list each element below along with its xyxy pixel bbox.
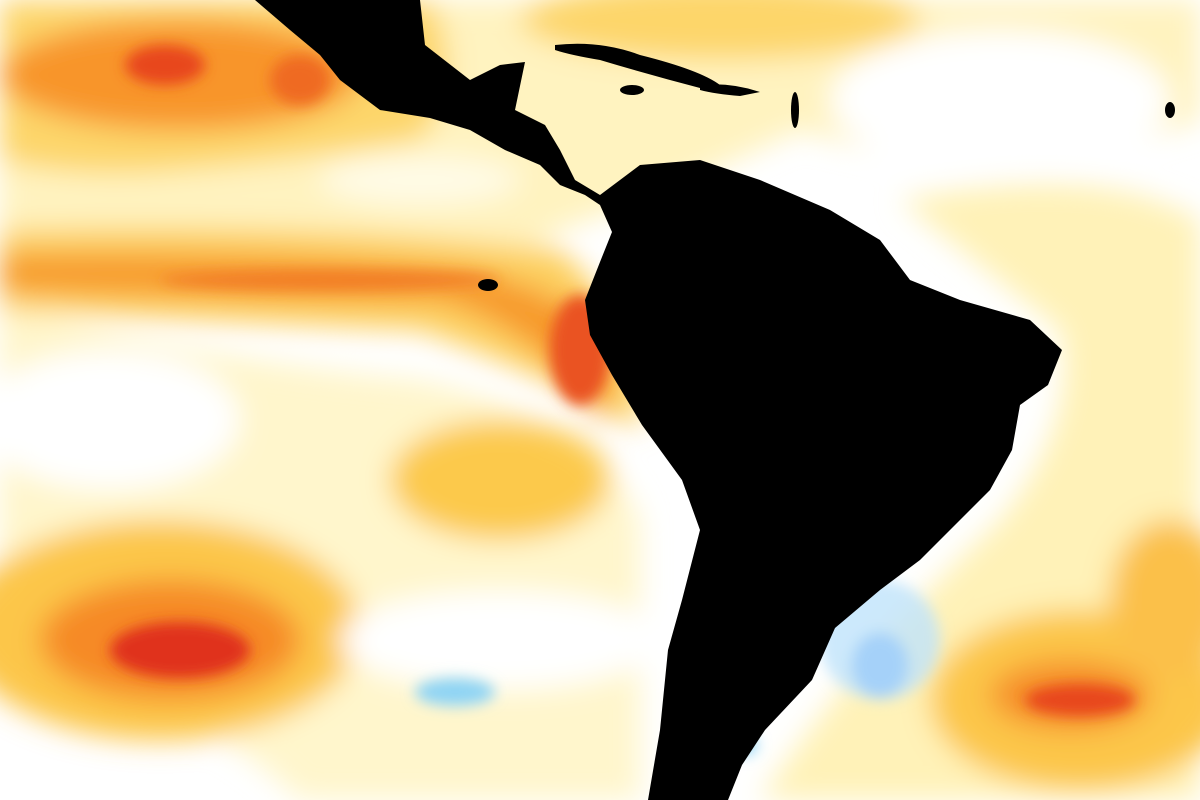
- neutral-region: [340, 590, 660, 690]
- americas-land: [255, 0, 1062, 800]
- hot-spot: [110, 622, 250, 678]
- landmass: [255, 0, 1175, 800]
- warm-region: [1110, 520, 1200, 680]
- cold-spot: [415, 678, 495, 706]
- caribbean-island: [700, 84, 760, 96]
- hot-spot: [160, 270, 500, 290]
- neutral-region: [0, 350, 240, 490]
- neutral-region: [320, 155, 520, 205]
- caribbean-island: [791, 92, 799, 128]
- caribbean-island: [555, 43, 720, 88]
- neutral-region: [830, 30, 1170, 170]
- atlantic-island: [1165, 102, 1175, 118]
- hot-spot: [270, 55, 330, 105]
- caribbean-island: [620, 85, 644, 95]
- warm-region: [390, 420, 610, 540]
- hot-spot: [125, 45, 205, 85]
- warm-region: [520, 0, 920, 60]
- hot-spot: [1025, 684, 1135, 716]
- galapagos-island: [478, 279, 498, 291]
- warm-region: [0, 254, 610, 420]
